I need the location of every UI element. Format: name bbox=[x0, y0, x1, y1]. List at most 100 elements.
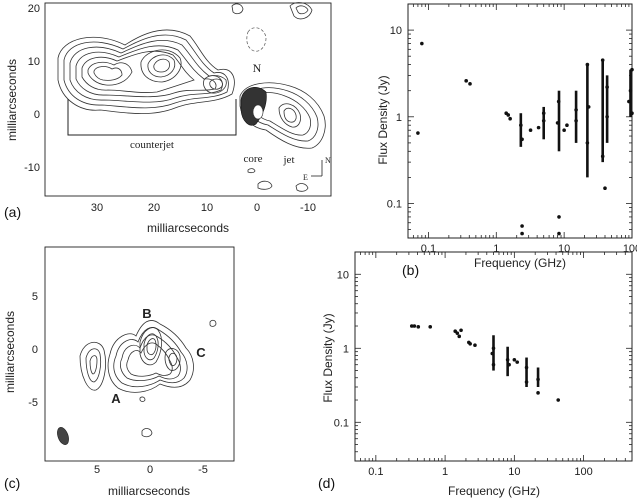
panel-d-label: (d) bbox=[318, 475, 335, 491]
panel-a-ytick: 10 bbox=[28, 56, 40, 68]
panel-b-ytick-label: 1 bbox=[396, 112, 402, 124]
panel-c-ytick: 0 bbox=[32, 344, 38, 356]
panel-b-data-point bbox=[603, 186, 607, 191]
panel-b-data-point bbox=[557, 215, 561, 219]
panel-d-data-point bbox=[556, 398, 561, 402]
panel-d-ytick-label: 0.1 bbox=[334, 417, 349, 429]
panel-b-data-point bbox=[605, 114, 609, 119]
north-marker-label: N bbox=[253, 61, 262, 75]
panel-b-data-point bbox=[541, 111, 546, 116]
panel-c-ylabel: milliarcseconds bbox=[3, 311, 17, 393]
panel-d: 0.1 1 10 100 0.1 1 10 Frequency (GHz) Flux Den… bbox=[318, 251, 633, 498]
panel-a-xlabel: milliarcseconds bbox=[147, 221, 229, 235]
panel-b-xtick-label: 1 bbox=[493, 243, 499, 255]
panel-d-data-point bbox=[468, 341, 472, 346]
panel-c-xtick: -5 bbox=[198, 464, 208, 476]
panel-d-data-point bbox=[491, 362, 496, 367]
component-c-label: C bbox=[196, 345, 206, 360]
component-b-label: B bbox=[142, 306, 151, 321]
panel-b-data-point bbox=[600, 58, 605, 62]
panel-a-frame bbox=[44, 2, 332, 197]
panel-c-frame bbox=[44, 246, 235, 462]
panel-d-data-point bbox=[490, 351, 495, 356]
panel-b-data-point bbox=[468, 82, 472, 86]
panel-d-xlabel: Frequency (GHz) bbox=[448, 484, 540, 498]
panel-c-ytick: -5 bbox=[28, 397, 38, 409]
panel-b-ylabel: Flux Density (Jy) bbox=[376, 75, 390, 164]
panel-d-axes: 0.1 1 10 100 0.1 1 10 bbox=[334, 251, 633, 478]
panel-b-xlabel: Frequency (GHz) bbox=[474, 256, 566, 270]
panel-d-data-point bbox=[512, 357, 517, 362]
panel-b-data-point bbox=[628, 88, 633, 93]
panel-d-xtick-label: 10 bbox=[508, 466, 520, 478]
compass-e-label: E bbox=[303, 173, 308, 182]
panel-b-data-point bbox=[520, 231, 524, 236]
panel-c-xlabel: milliarcseconds bbox=[108, 484, 190, 498]
panel-a-xtick: 10 bbox=[201, 202, 213, 214]
panel-d-data-point bbox=[412, 324, 417, 328]
panel-b-data-point bbox=[416, 131, 420, 135]
panel-d-ylabel: Flux Density (Jy) bbox=[321, 313, 335, 402]
panel-b-data-point bbox=[420, 41, 424, 46]
panel-d-data-point bbox=[505, 357, 510, 362]
panel-d-ytick-label: 10 bbox=[337, 269, 349, 281]
panel-b-data-point bbox=[555, 121, 560, 125]
panel-d-data-point bbox=[507, 362, 511, 367]
beam-ellipse bbox=[57, 427, 69, 445]
panel-c-xtick: 0 bbox=[147, 464, 153, 476]
panel-b-ytick-label: 0.1 bbox=[387, 198, 402, 210]
panel-b-data-point bbox=[630, 111, 634, 116]
panel-d-data-point bbox=[416, 325, 421, 329]
panel-b-data-point bbox=[600, 154, 605, 159]
panel-d-data-point bbox=[515, 360, 520, 364]
panel-d-data-point bbox=[524, 380, 529, 384]
panel-b-data-point bbox=[557, 231, 561, 236]
panel-d-data-point bbox=[536, 377, 540, 382]
panel-b-data-point bbox=[627, 99, 631, 104]
panel-b-data-point bbox=[605, 85, 609, 89]
counterjet-label: counterjet bbox=[130, 139, 174, 151]
panel-b-data-point bbox=[562, 128, 566, 133]
panel-b-label: (b) bbox=[402, 262, 419, 278]
panel-c-label: (c) bbox=[4, 475, 20, 491]
jet-label: jet bbox=[283, 154, 295, 166]
panel-b-data-point bbox=[585, 141, 590, 145]
panel-a: 20 10 0 -10 30 20 10 0 -10 milliarcsecon… bbox=[4, 2, 332, 235]
panel-d-xtick-label: 100 bbox=[574, 466, 592, 478]
panel-d-xtick-label: 1 bbox=[442, 466, 448, 478]
panel-a-ylabel: milliarcseconds bbox=[5, 59, 19, 141]
component-a-label: A bbox=[111, 391, 121, 406]
panel-d-data-point bbox=[524, 365, 529, 370]
panel-b-data-point bbox=[541, 118, 546, 123]
panel-c: 5 0 -5 5 0 -5 milliarcseconds milliarcse… bbox=[3, 246, 235, 498]
panel-b-data-point bbox=[565, 123, 569, 128]
compass-n-label: N bbox=[325, 156, 331, 165]
panel-d-data-point bbox=[428, 325, 433, 329]
panel-c-xtick: 5 bbox=[94, 464, 100, 476]
panel-b-data-point bbox=[519, 123, 523, 128]
panel-d-data-point bbox=[536, 391, 540, 395]
panel-b-data-point bbox=[586, 105, 591, 109]
panel-a-ytick: 0 bbox=[34, 109, 40, 121]
panel-a-xtick: 20 bbox=[148, 202, 160, 214]
panel-b-data-point bbox=[536, 125, 541, 130]
compass-rose: N E bbox=[303, 156, 331, 182]
panel-a-xtick: 0 bbox=[254, 202, 260, 214]
panel-a-ytick: 20 bbox=[28, 3, 40, 15]
panel-d-data-point bbox=[459, 328, 463, 333]
panel-d-data-point bbox=[455, 331, 460, 335]
panel-a-xtick: 30 bbox=[91, 202, 103, 214]
panel-b-data-point bbox=[520, 224, 524, 228]
panel-b-ytick-label: 10 bbox=[390, 25, 402, 37]
panel-b-data-point bbox=[520, 137, 524, 142]
panel-b-xtick-label: 0.1 bbox=[421, 243, 436, 255]
panel-b-data-point bbox=[528, 128, 533, 133]
panel-d-xtick-label: 0.1 bbox=[368, 466, 383, 478]
counterjet-bracket bbox=[67, 99, 237, 136]
panel-b-data-point bbox=[508, 116, 512, 121]
panel-d-data-point bbox=[457, 334, 462, 339]
panel-b-data-point bbox=[464, 79, 468, 83]
panel-d-data-point bbox=[473, 343, 477, 348]
